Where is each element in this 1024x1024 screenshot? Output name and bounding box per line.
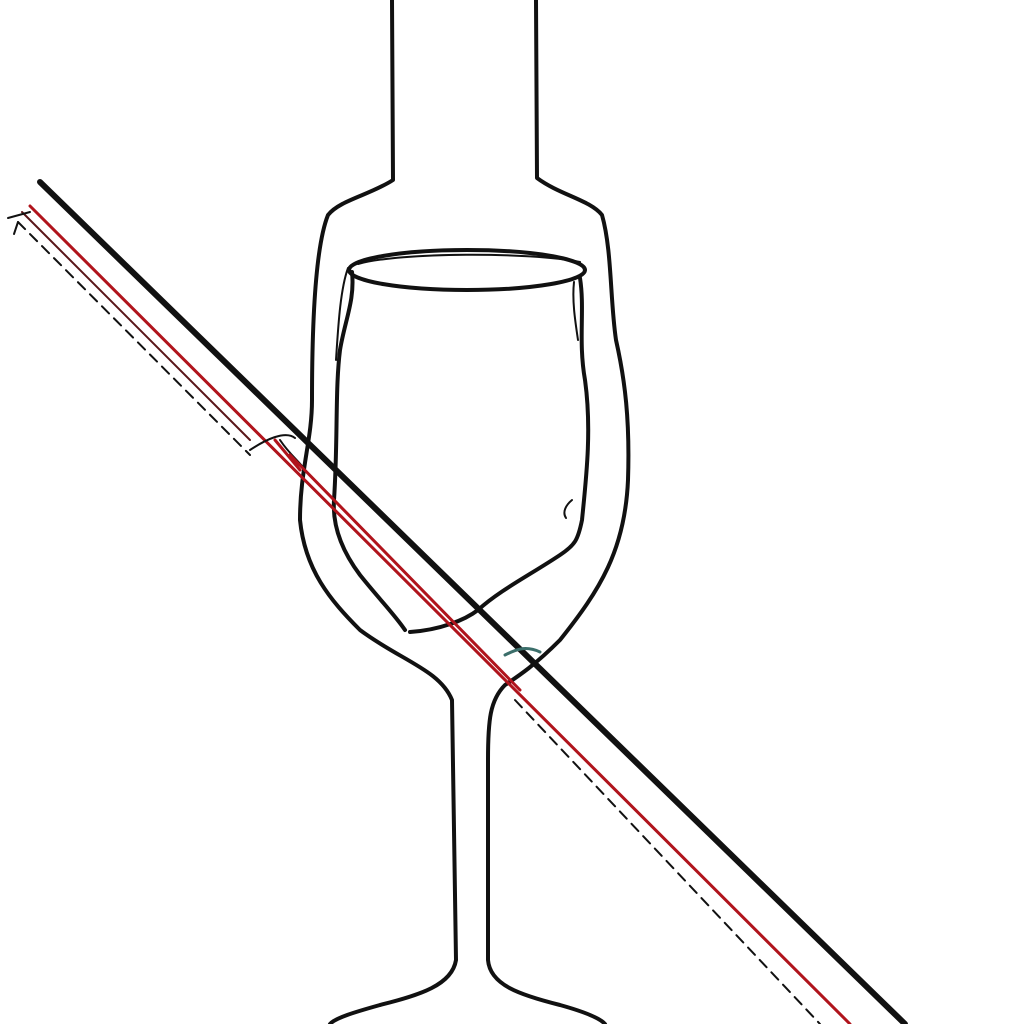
bottle-outline [298, 0, 631, 1024]
diagonal-rod [7, 179, 908, 1024]
rod-outer-edge [37, 179, 908, 1024]
rod-dashed-edge [17, 221, 251, 456]
rod-dark-line [21, 211, 251, 441]
glass-rim-inner [357, 253, 581, 265]
rod-tip [7, 211, 31, 235]
rod-joint-lower [503, 647, 542, 657]
glass-bowl-left-inner [335, 267, 349, 361]
rod-dashed-edge-lower [514, 699, 821, 1024]
glass-bowl-right-inner [563, 281, 579, 519]
glass-bowl-left [331, 270, 407, 632]
rod-highlight-red [273, 438, 522, 692]
rod-red-line [28, 204, 852, 1024]
wine-glass-outline [331, 248, 591, 634]
bottle-left-side [298, 0, 458, 1024]
bottle-right-side [486, 0, 631, 1024]
glass-rim [347, 248, 587, 292]
